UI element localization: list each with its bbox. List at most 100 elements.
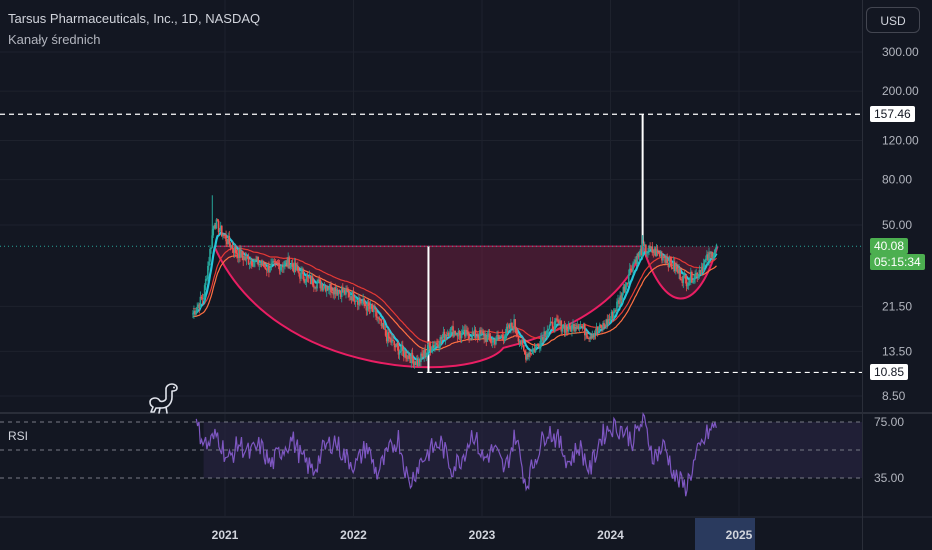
dinosaur-icon[interactable] xyxy=(148,380,184,416)
candle-body xyxy=(273,261,276,263)
candle-body xyxy=(490,341,493,343)
candle-body xyxy=(661,253,663,261)
candle-body xyxy=(198,304,201,308)
price-candles[interactable] xyxy=(192,195,718,369)
candle-body xyxy=(319,279,322,289)
candle-body xyxy=(290,263,293,266)
candle-body xyxy=(620,295,623,301)
candle-body xyxy=(320,284,323,289)
candle-body xyxy=(355,300,358,302)
candle-body xyxy=(662,256,664,261)
candle-body xyxy=(250,261,253,266)
candle-body xyxy=(585,333,587,336)
candle-body xyxy=(426,350,429,353)
candle-body xyxy=(636,253,639,265)
price-axis-tick-label: 200.00 xyxy=(882,84,919,98)
candle-body xyxy=(286,260,288,266)
candle-body xyxy=(390,338,392,343)
candle-body xyxy=(196,307,198,312)
candle-body xyxy=(596,327,599,331)
price-axis[interactable]: 300.00 200.00 120.00 80.00 50.00 21.50 13.50 8.… xyxy=(874,45,919,485)
candle-body xyxy=(494,339,496,345)
candle-body xyxy=(343,289,345,293)
time-axis[interactable]: 2021 2022 2023 2024 2025 xyxy=(212,518,755,550)
candle-body xyxy=(556,318,558,320)
time-axis-tick-label: 2021 xyxy=(212,528,239,542)
candle-body xyxy=(658,253,661,257)
time-axis-highlight xyxy=(695,518,755,550)
candle-body xyxy=(366,302,369,311)
candle-body xyxy=(666,258,669,264)
rsi-title[interactable]: RSI xyxy=(8,429,29,443)
candle-body xyxy=(315,287,317,289)
currency-button[interactable]: USD xyxy=(866,7,920,33)
candle-body xyxy=(440,337,443,340)
candle-body xyxy=(282,265,284,268)
candle-body xyxy=(271,262,273,265)
candle-body xyxy=(213,224,216,229)
candle-body xyxy=(497,334,499,336)
candle-body xyxy=(612,311,615,319)
candle-body xyxy=(350,296,353,301)
rsi-axis-tick-label: 75.00 xyxy=(874,415,904,429)
candle-body xyxy=(489,338,492,342)
candle-body xyxy=(405,351,407,359)
candle-body xyxy=(714,249,717,253)
candle-body xyxy=(643,244,646,246)
candle-body xyxy=(602,323,604,329)
candle-body xyxy=(479,330,481,339)
candle-body xyxy=(285,260,287,262)
candle-body xyxy=(284,261,286,265)
candle-body xyxy=(576,326,579,330)
candle-body xyxy=(663,256,665,259)
candle-body xyxy=(247,257,250,265)
candle-body xyxy=(473,329,476,334)
candle-body xyxy=(403,350,405,357)
symbol-title[interactable]: Tarsus Pharmaceuticals, Inc., 1D, NASDAQ xyxy=(8,11,261,26)
candle-body xyxy=(347,290,349,293)
candle-body xyxy=(270,264,272,271)
candle-body xyxy=(258,264,261,265)
candle-body xyxy=(341,288,344,293)
candle-body xyxy=(349,296,352,298)
candle-body xyxy=(420,353,422,363)
candle-body xyxy=(460,333,463,339)
candle-body xyxy=(535,344,538,347)
candle-body xyxy=(288,257,291,269)
candle-body xyxy=(492,339,495,341)
candle-body xyxy=(227,236,230,245)
candle-body xyxy=(694,274,696,279)
candle-body xyxy=(238,249,240,259)
candle-body xyxy=(242,256,245,261)
candle-body xyxy=(561,328,564,332)
candle-body xyxy=(230,245,233,248)
indicator-name[interactable]: Kanały średnich xyxy=(8,32,101,47)
candle-body xyxy=(589,336,591,340)
candle-body xyxy=(598,324,601,330)
candle-body xyxy=(346,288,348,291)
candle-body xyxy=(386,332,389,342)
candle-body xyxy=(468,335,470,340)
candle-body xyxy=(664,258,666,263)
candle-body xyxy=(627,274,630,284)
candle-body xyxy=(527,353,529,357)
candle-body xyxy=(521,340,524,346)
candle-body xyxy=(516,332,519,337)
candle-body xyxy=(300,271,302,279)
candle-body xyxy=(488,333,491,339)
candle-body xyxy=(380,319,383,326)
candle-body xyxy=(435,343,437,345)
candle-body xyxy=(671,267,674,269)
rsi-pane[interactable] xyxy=(0,412,863,497)
candle-body xyxy=(287,257,289,266)
candle-body xyxy=(647,251,649,253)
price-axis-tick-label: 21.50 xyxy=(882,299,912,313)
time-axis-tick-label: 2023 xyxy=(469,528,496,542)
candle-body xyxy=(397,346,400,355)
candle-body xyxy=(525,354,527,360)
candle-body xyxy=(365,306,368,311)
candle-body xyxy=(410,352,413,364)
horizontal-levels[interactable] xyxy=(0,113,862,374)
candle-body xyxy=(234,246,237,254)
